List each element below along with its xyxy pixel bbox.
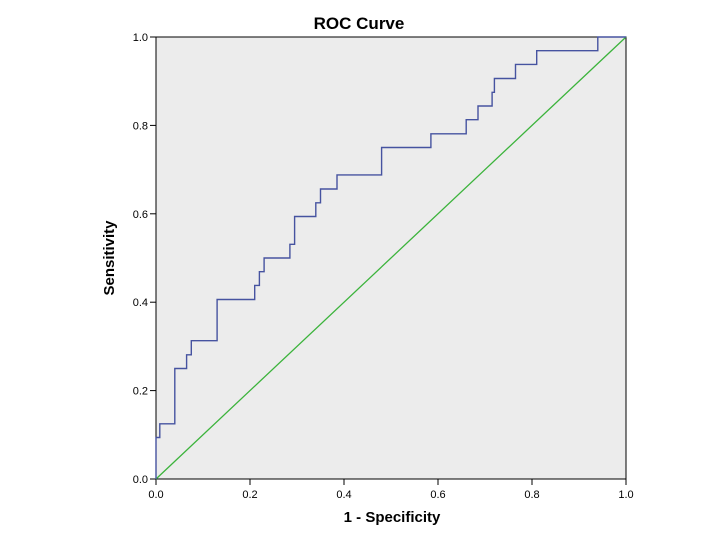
y-tick-label: 0.8 [133,120,148,132]
x-tick-label: 0.6 [430,489,445,501]
y-tick-label: 0.6 [133,209,148,221]
x-tick-label: 0.8 [524,489,539,501]
x-tick-label: 0.2 [242,489,257,501]
x-tick-label: 1.0 [618,489,633,501]
y-tick-label: 0.2 [133,386,148,398]
x-axis: 0.0 0.2 0.4 0.6 0.8 1.0 [148,479,634,501]
y-axis-label: Sensitivity [101,220,118,296]
y-tick-label: 1.0 [133,32,148,44]
x-tick-label: 0.4 [336,489,351,501]
chart-title: ROC Curve [314,14,405,33]
y-tick-label: 0.4 [133,297,148,309]
y-axis: 0.0 0.2 0.4 0.6 0.8 1.0 [133,32,156,486]
roc-curve-line [155,36,626,479]
y-tick-label: 0.0 [133,474,148,486]
x-axis-label: 1 - Specificity [344,509,441,526]
x-tick-label: 0.0 [148,489,163,501]
reference-diagonal-line [155,36,627,480]
